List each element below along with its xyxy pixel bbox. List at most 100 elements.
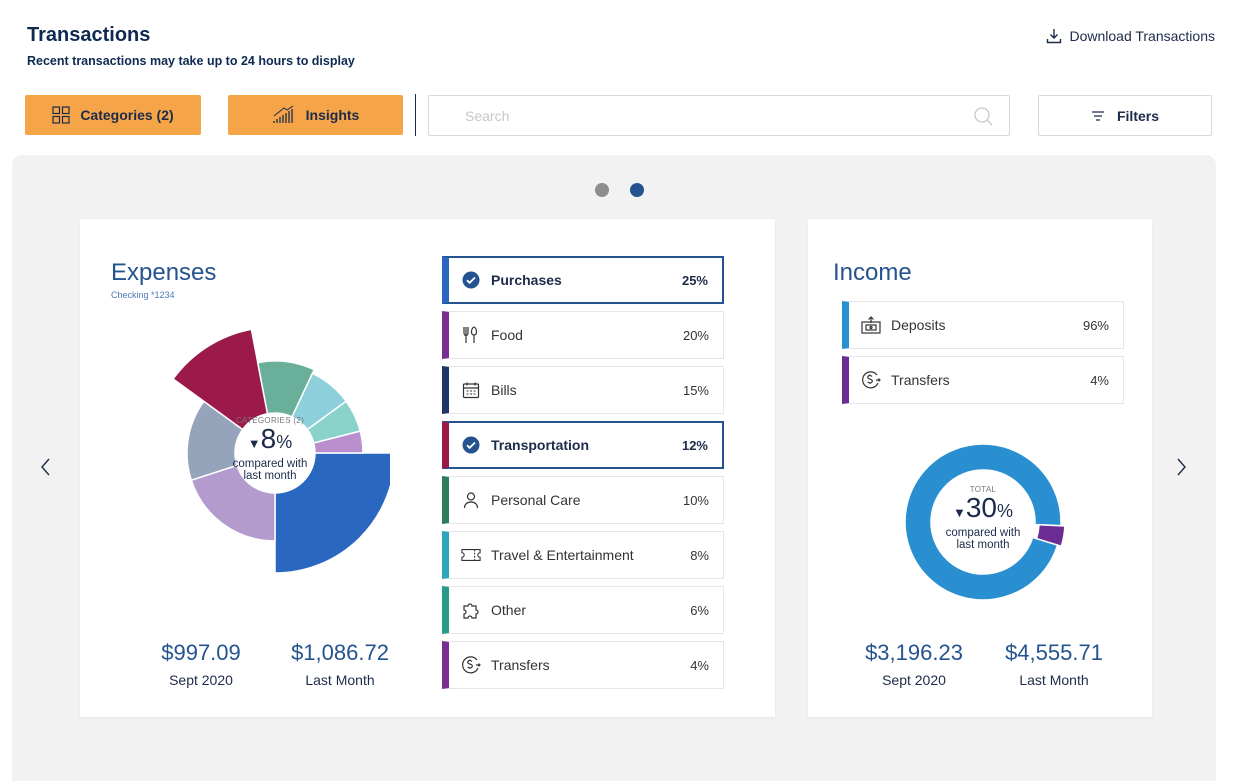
- dollar-transfer-icon: [861, 370, 881, 390]
- expenses-previous-amount: $1,086.72: [291, 640, 389, 665]
- down-arrow-icon: ▼: [952, 505, 966, 520]
- expense-category-percent: 15%: [682, 382, 709, 398]
- income-card: Income Deposits 96% Transfers 4% TOTAL ▼30%…: [808, 219, 1152, 717]
- income-center-label: TOTAL: [969, 485, 997, 494]
- expense-category-row[interactable]: Travel & Entertainment 8%: [442, 531, 724, 579]
- expenses-change-number: 8: [260, 423, 277, 454]
- expenses-center-label: CATEGORIES (2): [235, 416, 305, 425]
- toolbar-divider: [415, 94, 416, 136]
- expenses-previous-label: Last Month: [305, 672, 375, 688]
- expense-category-percent: 20%: [682, 327, 709, 343]
- income-donut-center: TOTAL ▼30% compared with last month: [933, 485, 1033, 551]
- expense-slice-food[interactable]: [190, 464, 276, 542]
- income-category-row[interactable]: Deposits 96%: [842, 301, 1124, 349]
- expenses-change-unit: %: [276, 432, 293, 452]
- income-current-label: Sept 2020: [882, 672, 946, 688]
- expense-slice-personal-care[interactable]: [256, 360, 316, 418]
- income-slice-deposits[interactable]: [904, 443, 1062, 601]
- down-arrow-icon: ▼: [247, 436, 261, 451]
- expenses-account: Checking *1234: [111, 290, 175, 300]
- income-donut-chart[interactable]: [900, 439, 1066, 605]
- income-current-amount-block: $3,196.23 Sept 2020: [844, 640, 984, 688]
- insights-button[interactable]: Insights: [228, 95, 403, 135]
- filters-button[interactable]: Filters: [1038, 95, 1212, 136]
- download-label: Download Transactions: [1069, 28, 1215, 44]
- check-circle-icon: [461, 435, 481, 455]
- categories-label: Categories (2): [80, 107, 174, 123]
- expense-slice-transfers[interactable]: [312, 430, 364, 454]
- expense-category-name: Transportation: [491, 437, 590, 453]
- categories-button[interactable]: Categories (2): [25, 95, 201, 135]
- income-change-unit: %: [997, 501, 1014, 521]
- income-category-name: Deposits: [891, 317, 946, 333]
- income-center-value: ▼30%: [933, 494, 1033, 527]
- income-previous-amount-block: $4,555.71 Last Month: [984, 640, 1124, 688]
- chart-trend-icon: [273, 105, 293, 123]
- expenses-donut-center: CATEGORIES (2) ▼8% compared with last mo…: [217, 416, 323, 482]
- income-previous-label: Last Month: [1019, 672, 1089, 688]
- expense-category-row[interactable]: Personal Care 10%: [442, 476, 724, 524]
- filters-label: Filters: [1116, 107, 1159, 124]
- income-category-percent: 4%: [1090, 372, 1109, 388]
- income-center-text-2: last month: [956, 539, 1010, 551]
- income-current-amount: $3,196.23: [865, 640, 963, 665]
- expenses-center-value: ▼8%: [217, 425, 323, 458]
- chevron-left-icon[interactable]: [36, 456, 56, 478]
- expense-category-name: Travel & Entertainment: [491, 547, 634, 563]
- income-category-percent: 96%: [1082, 317, 1109, 333]
- expense-category-row[interactable]: Food 20%: [442, 311, 724, 359]
- expense-category-percent: 10%: [682, 492, 709, 508]
- deposit-icon: [861, 315, 881, 335]
- carousel-dot-1[interactable]: [595, 183, 609, 197]
- expense-category-percent: 8%: [690, 547, 709, 563]
- search-input[interactable]: [429, 96, 1009, 135]
- puzzle-icon: [461, 600, 481, 620]
- chevron-right-icon[interactable]: [1172, 456, 1192, 478]
- calendar-icon: [461, 380, 481, 400]
- expenses-current-amount-block: $997.09 Sept 2020: [131, 640, 271, 688]
- income-category-row[interactable]: Transfers 4%: [842, 356, 1124, 404]
- expenses-previous-amount-block: $1,086.72 Last Month: [270, 640, 410, 688]
- search-icon[interactable]: [973, 106, 993, 126]
- expense-category-percent: 6%: [690, 602, 709, 618]
- expense-category-percent: 25%: [681, 272, 708, 288]
- income-center-text-1: compared with: [945, 527, 1021, 539]
- expense-category-row[interactable]: Transportation 12%: [442, 421, 724, 469]
- carousel-dot-2-active[interactable]: [630, 183, 644, 197]
- download-transactions-link[interactable]: Download Transactions: [1045, 27, 1215, 45]
- expenses-current-amount: $997.09: [161, 640, 241, 665]
- download-icon: [1047, 29, 1062, 44]
- expense-category-percent: 12%: [681, 437, 708, 453]
- expenses-donut-chart[interactable]: [160, 323, 390, 583]
- income-category-name: Transfers: [891, 372, 950, 388]
- expense-category-row[interactable]: Other 6%: [442, 586, 724, 634]
- dollar-transfer-icon: [461, 655, 481, 675]
- expenses-center-text-1: compared with: [232, 458, 308, 470]
- income-change-number: 30: [965, 492, 997, 523]
- person-icon: [461, 490, 481, 510]
- expense-category-row[interactable]: Transfers 4%: [442, 641, 724, 689]
- income-slice-transfers[interactable]: [1035, 523, 1066, 548]
- expenses-title: Expenses: [111, 259, 217, 286]
- expense-category-name: Purchases: [491, 272, 562, 288]
- page-subtitle: Recent transactions may take up to 24 ho…: [27, 54, 355, 68]
- expense-slice-transportation[interactable]: [172, 328, 269, 431]
- filter-lines-icon: [1091, 110, 1104, 121]
- expenses-current-label: Sept 2020: [169, 672, 233, 688]
- expense-category-name: Bills: [491, 382, 517, 398]
- page-title: Transactions: [27, 24, 151, 46]
- grid-icon: [52, 106, 70, 124]
- utensils-icon: [461, 325, 481, 345]
- expenses-center-text-2: last month: [243, 470, 297, 482]
- insights-label: Insights: [305, 107, 360, 123]
- expense-category-row[interactable]: Bills 15%: [442, 366, 724, 414]
- expense-category-percent: 4%: [690, 657, 709, 673]
- income-title: Income: [833, 259, 912, 286]
- expense-slice-purchases[interactable]: [274, 452, 390, 574]
- expenses-card: Expenses Checking *1234 CATEGORIES (2) ▼…: [80, 219, 775, 717]
- search-box[interactable]: [428, 95, 1010, 136]
- ticket-icon: [461, 545, 481, 565]
- expense-category-row[interactable]: Purchases 25%: [442, 256, 724, 304]
- expense-category-name: Transfers: [491, 657, 550, 673]
- check-circle-icon: [461, 270, 481, 290]
